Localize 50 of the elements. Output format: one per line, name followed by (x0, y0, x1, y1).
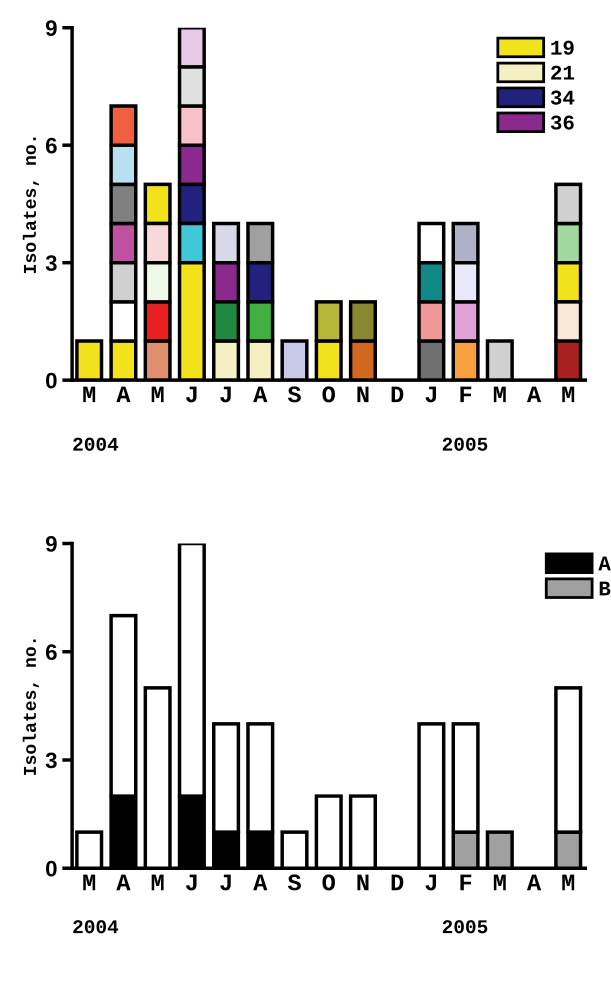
y-tick-label: 9 (46, 536, 57, 552)
legend-label: 34 (550, 90, 574, 105)
y-tick-label: 9 (46, 20, 57, 36)
x-tick-label: D (392, 874, 404, 890)
x-tick-label: M (83, 386, 96, 402)
x-tick-label: D (392, 386, 404, 402)
legend-label: 19 (551, 40, 574, 55)
x-tick-label: M (152, 386, 164, 402)
text: 2005 (442, 438, 488, 451)
y-axis-title: Isolates, no. (22, 640, 40, 775)
y-tick-label: 6 (46, 138, 57, 154)
x-tick-label: M (494, 386, 506, 402)
text: 2005 (442, 920, 488, 934)
x-tick-label: O (322, 386, 335, 402)
x-tick-label: J (186, 386, 197, 402)
x-tick-label: S (288, 874, 301, 890)
y-tick-label: 3 (46, 752, 57, 768)
legend-label: A (598, 556, 611, 570)
x-tick-label: M (152, 874, 164, 890)
x-tick-label: J (220, 874, 231, 890)
x-tick-label: A (116, 386, 131, 402)
x-tick-label: O (322, 874, 335, 890)
x-tick-label: A (526, 386, 542, 402)
x-tick-label: S (288, 386, 301, 402)
text: 2004 (73, 438, 118, 451)
x-tick-label: N (357, 386, 368, 402)
y-tick-label: 3 (46, 255, 57, 271)
x-tick-label: M (562, 386, 574, 402)
x-tick-label: A (253, 386, 268, 402)
y-tick-label: 0 (46, 860, 57, 876)
text: 2004 (73, 920, 118, 934)
legend-label: B (600, 582, 610, 596)
x-tick-label: J (186, 874, 197, 890)
x-tick-label: A (526, 874, 542, 890)
legend-label: 21 (551, 66, 574, 80)
x-tick-label: M (562, 874, 574, 890)
x-tick-label: A (116, 874, 131, 890)
x-tick-label: N (357, 874, 368, 890)
x-tick-label: A (253, 874, 268, 890)
x-tick-label: J (220, 386, 231, 402)
x-tick-label: M (83, 874, 96, 890)
legend-label: 36 (550, 116, 574, 130)
y-tick-label: 6 (46, 644, 57, 660)
y-axis-title: Isolates, no. (22, 138, 40, 273)
y-tick-label: 0 (46, 372, 57, 388)
x-tick-label: M (494, 874, 506, 890)
x-tick-label: F (460, 386, 472, 402)
x-tick-label: J (425, 874, 436, 890)
x-tick-label: J (425, 386, 436, 402)
x-tick-label: F (460, 874, 472, 890)
